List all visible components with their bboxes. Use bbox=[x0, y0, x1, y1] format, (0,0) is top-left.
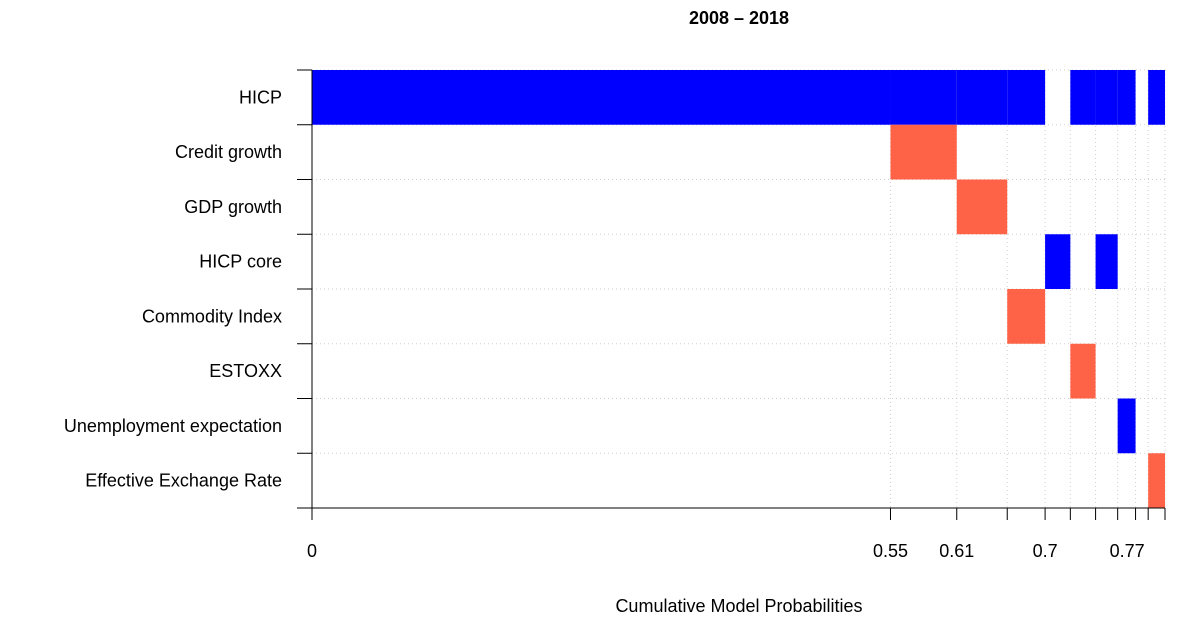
x-tick-label: 0.77 bbox=[1110, 541, 1145, 561]
row-label: Credit growth bbox=[175, 142, 282, 162]
inclusion-cell bbox=[1070, 343, 1096, 399]
inclusion-cell bbox=[1007, 289, 1046, 344]
x-axis-title: Cumulative Model Probabilities bbox=[615, 596, 862, 616]
inclusion-cell bbox=[890, 124, 957, 180]
inclusion-cell bbox=[1148, 453, 1165, 508]
row-label: ESTOXX bbox=[209, 361, 282, 381]
chart-title: 2008 – 2018 bbox=[689, 8, 789, 28]
x-tick-label: 0.61 bbox=[939, 541, 974, 561]
x-tick-label: 0.7 bbox=[1033, 541, 1058, 561]
inclusion-cell bbox=[1117, 70, 1136, 125]
row-label: Effective Exchange Rate bbox=[85, 471, 282, 491]
row-label: GDP growth bbox=[184, 197, 282, 217]
inclusion-cell bbox=[1045, 234, 1071, 289]
x-tick-label: 0.55 bbox=[873, 541, 908, 561]
row-label: HICP core bbox=[199, 252, 282, 272]
inclusion-cell bbox=[1070, 70, 1096, 125]
inclusion-cell bbox=[956, 70, 1008, 125]
label-layer: HICP Credit growth GDP growth HICP core Comm… bbox=[64, 87, 1145, 561]
inclusion-cell bbox=[1148, 70, 1165, 125]
row-label: HICP bbox=[239, 87, 282, 107]
row-label: Commodity Index bbox=[142, 306, 282, 326]
inclusion-cell bbox=[956, 179, 1008, 235]
inclusion-cell bbox=[890, 70, 957, 125]
x-tick-label: 0 bbox=[307, 541, 317, 561]
axis-layer bbox=[297, 69, 1166, 520]
inclusion-cell bbox=[1117, 398, 1136, 454]
inclusion-cell bbox=[1095, 70, 1118, 125]
inclusion-cell bbox=[1095, 234, 1118, 289]
inclusion-cell bbox=[1007, 70, 1046, 125]
row-label: Unemployment expectation bbox=[64, 416, 282, 436]
inclusion-cell bbox=[312, 70, 891, 125]
bars-layer bbox=[312, 70, 1165, 508]
